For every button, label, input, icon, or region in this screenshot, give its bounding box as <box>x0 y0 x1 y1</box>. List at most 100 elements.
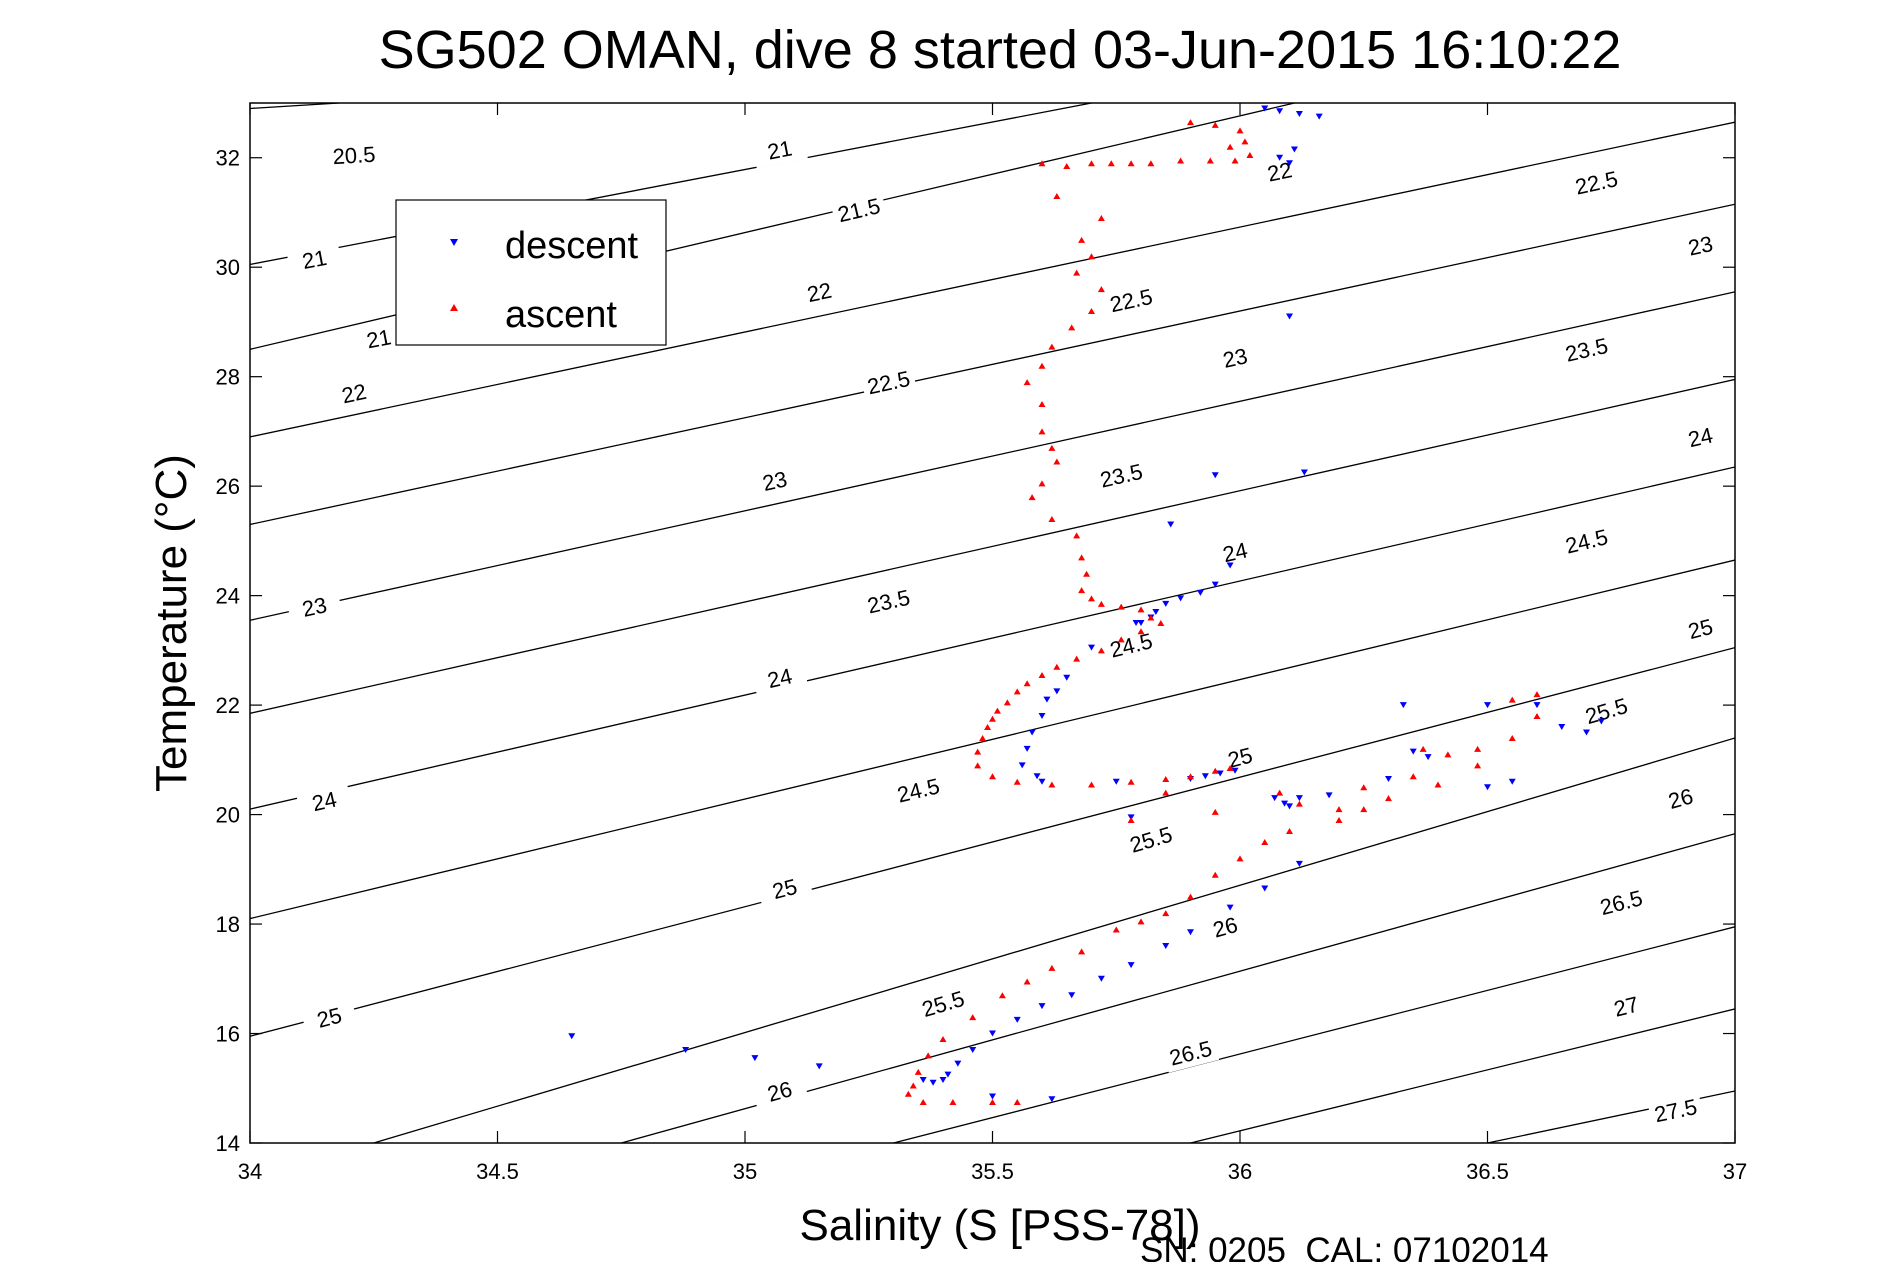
density-contour-label-gap <box>746 461 804 500</box>
descent-point <box>1132 620 1140 626</box>
descent-point <box>1088 644 1095 651</box>
legend-descent-label: descent <box>505 225 639 267</box>
ascent-point <box>1048 444 1056 451</box>
descent-point <box>682 1046 690 1053</box>
ascent-point <box>1097 600 1105 607</box>
ascent-point <box>1078 554 1086 561</box>
descent-point <box>1196 589 1204 596</box>
y-tick-label: 24 <box>216 584 240 609</box>
ascent-point <box>1409 773 1417 780</box>
ascent-point <box>1147 160 1155 167</box>
descent-point <box>1068 992 1076 999</box>
density-contour-label: 27 <box>1597 986 1655 1026</box>
density-contour-label-gap <box>1557 521 1616 561</box>
density-contours <box>250 103 1735 1143</box>
descent-point <box>1286 160 1293 167</box>
ascent-point <box>974 762 982 769</box>
ascent-point <box>1187 119 1194 126</box>
density-contour-label-gap <box>1671 608 1730 649</box>
ascent-point <box>1533 691 1541 698</box>
density-contour-label-text: 24 <box>310 786 339 816</box>
ascent-point <box>1038 480 1046 487</box>
ascent-point <box>1073 655 1081 662</box>
density-contour-label-gap <box>1558 329 1615 369</box>
ascent-point <box>1127 160 1135 167</box>
density-contour-label-gap <box>285 587 343 626</box>
density-contour-label-gap <box>1102 625 1160 665</box>
ascent-point <box>1137 606 1145 613</box>
density-contour-label-gap <box>286 240 343 278</box>
density-contour-label-gap <box>790 272 848 311</box>
density-contour-label: 22 <box>790 272 848 311</box>
density-contour-label-gap <box>860 362 917 402</box>
descent-point <box>1533 702 1541 709</box>
density-contour-label: 23 <box>1671 226 1729 265</box>
ascent-point <box>1261 838 1269 845</box>
ascent-point <box>1088 160 1095 167</box>
descent-point <box>1484 784 1491 791</box>
ascent-point <box>1137 918 1145 925</box>
ascent-point <box>1053 663 1061 670</box>
descent-point <box>1137 620 1145 626</box>
descent-point <box>989 1030 996 1037</box>
descent-point <box>1290 146 1298 153</box>
density-contour-label: 24 <box>751 658 809 698</box>
density-contour-label: 23 <box>1206 338 1264 377</box>
ascent-point <box>1088 308 1095 314</box>
ascent-point <box>1013 688 1021 695</box>
density-contour-label-gap <box>1092 455 1150 495</box>
ascent-point <box>1107 160 1115 167</box>
x-tick-label: 36 <box>1228 1159 1252 1184</box>
descent-point <box>568 1033 576 1040</box>
x-tick-label: 34.5 <box>476 1159 519 1184</box>
density-contour-line <box>893 926 1735 1143</box>
density-contour-label: 22.5 <box>1568 163 1625 202</box>
descent-point <box>1325 792 1333 799</box>
density-contour-label-text: 24 <box>1220 537 1249 567</box>
x-tick-label: 36.5 <box>1466 1159 1509 1184</box>
density-contour-label: 25 <box>1211 736 1269 778</box>
ascent-point <box>909 1082 917 1089</box>
ascent-point <box>1117 636 1125 643</box>
descent-point <box>1211 581 1219 588</box>
density-contour-line <box>250 466 1735 810</box>
ascent-point <box>1097 214 1105 221</box>
x-tick-label: 35 <box>733 1159 757 1184</box>
descent-point <box>1097 975 1105 982</box>
density-contour-line <box>621 833 1735 1143</box>
density-contour-label: 23.5 <box>860 581 917 621</box>
density-contour-labels: 20.521212121.522222222.522.522.523232323… <box>285 130 1730 1130</box>
descent-point <box>1167 521 1175 528</box>
ascent-point <box>1097 286 1105 293</box>
descent-point <box>1424 754 1432 761</box>
density-contour-label-gap <box>889 770 947 810</box>
density-contour-label: 24 <box>1671 417 1729 457</box>
legend-ascent-label: ascent <box>505 294 617 336</box>
x-tick-label: 35.5 <box>971 1159 1014 1184</box>
ascent-point <box>1063 162 1071 169</box>
density-contour-label-text: 21 <box>765 135 794 164</box>
ascent-point <box>984 724 992 730</box>
density-contour-label: 21 <box>350 319 407 358</box>
descent-point <box>1187 929 1194 936</box>
density-contour-label-gap <box>1251 152 1308 191</box>
ascent-point <box>989 1098 996 1105</box>
descent-point <box>1295 110 1303 117</box>
density-contour-label-text: 23 <box>1686 231 1715 261</box>
descent-point <box>919 1077 927 1084</box>
density-contour-label-text: 21 <box>364 324 393 353</box>
density-contour-label-gap <box>1577 689 1636 732</box>
density-contour-label-gap <box>1592 882 1650 923</box>
density-contour-label-gap <box>295 781 353 821</box>
ascent-point <box>1211 121 1219 128</box>
descent-point <box>1038 778 1046 785</box>
ascent-point <box>949 1098 957 1105</box>
descent-point <box>1558 724 1566 730</box>
ascent-point <box>1508 696 1516 703</box>
descent-point <box>1583 729 1590 736</box>
legend-ascent-marker <box>450 304 458 311</box>
ascent-point <box>1147 614 1155 621</box>
ascent-point <box>1088 781 1095 788</box>
ascent-point <box>1276 789 1284 796</box>
